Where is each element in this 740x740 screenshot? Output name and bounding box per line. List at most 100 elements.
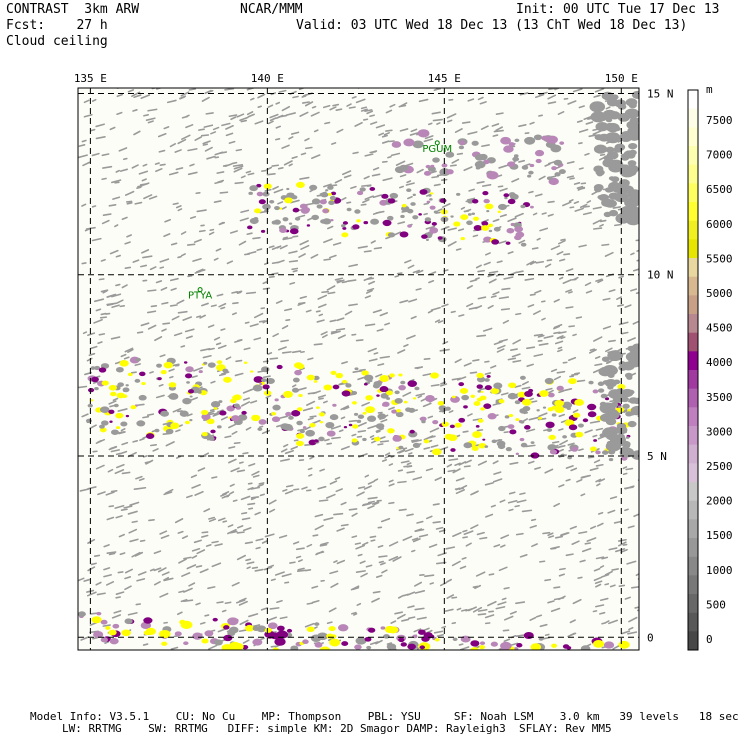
cloud-streak (242, 452, 249, 455)
cloud-streak (127, 348, 134, 354)
cloud-streak (454, 487, 464, 490)
cloud-cell (629, 192, 639, 201)
cloud-streak (190, 474, 198, 479)
cloud-streak (372, 194, 383, 199)
cloud-cell (587, 411, 597, 418)
cloud-streak (124, 576, 132, 580)
cloud-streak (402, 447, 408, 450)
cloud-cell (451, 395, 456, 399)
cloud-streak (487, 600, 497, 607)
cloud-cell (326, 633, 334, 639)
cloud-cell (608, 162, 623, 173)
cloud-streak (493, 544, 501, 548)
cloud-streak (565, 268, 574, 272)
cloud-streak (89, 345, 98, 350)
cloud-streak (363, 250, 372, 253)
cloud-streak (117, 408, 128, 412)
cloud-streak (624, 304, 632, 309)
cloud-streak (526, 363, 534, 367)
cloud-streak (295, 555, 302, 559)
cloud-streak (259, 493, 265, 497)
cloud-streak (210, 304, 217, 308)
latitude-labels: 15 N10 N5 N0 (647, 87, 674, 644)
cloud-streak (589, 467, 599, 471)
cloud-cell (93, 630, 104, 639)
cloud-streak (236, 113, 245, 118)
cloud-streak (103, 567, 111, 571)
cloud-streak (238, 629, 248, 633)
cloud-streak (355, 98, 366, 104)
cloud-streak (586, 200, 592, 204)
cloud-cell (356, 190, 364, 196)
cloud-streak (562, 201, 572, 207)
cloud-cell (232, 642, 244, 650)
cloud-streak (269, 357, 279, 360)
cloud-streak (177, 410, 183, 413)
cloud-streak (321, 290, 329, 294)
cloud-streak (499, 187, 508, 192)
station-label: PTYA (188, 291, 212, 302)
cloud-cell (546, 176, 553, 181)
cloud-cell (426, 200, 431, 204)
cloud-streak (256, 248, 263, 251)
cloud-streak (576, 185, 584, 189)
cloud-cell (508, 142, 515, 147)
cloud-streak (83, 99, 90, 104)
cloud-streak (594, 580, 603, 585)
cloud-cell (405, 407, 412, 412)
cloud-streak (333, 512, 344, 516)
cloud-cell (244, 625, 255, 632)
cloud-streak (290, 199, 300, 204)
cloud-cell (533, 134, 543, 141)
cloud-streak (557, 346, 563, 350)
cloud-cell (296, 433, 305, 439)
cloud-cell (320, 192, 329, 198)
cloud-streak (134, 551, 144, 557)
cloud-cell (587, 403, 597, 411)
cloud-streak (367, 424, 378, 430)
cloud-streak (410, 315, 417, 320)
cloud-streak (544, 578, 552, 582)
cloud-streak (229, 491, 235, 495)
cloud-streak (558, 413, 566, 418)
cloud-streak (299, 367, 305, 371)
cloud-streak (246, 88, 255, 91)
cloud-streak (244, 253, 251, 256)
cloud-cell (305, 429, 315, 437)
cloud-streak (213, 200, 222, 203)
cloud-cell (292, 207, 300, 213)
latitude-label: 0 (647, 631, 654, 644)
cloud-streak (477, 613, 487, 616)
cloud-cell (531, 653, 538, 658)
cloud-cell (341, 390, 351, 397)
cloud-streak (269, 607, 280, 610)
cloud-streak (261, 540, 268, 544)
cloud-streak (601, 573, 610, 578)
cloud-streak (300, 244, 310, 250)
cloud-streak (545, 387, 553, 391)
cloud-cell (285, 411, 292, 417)
cloud-streak (186, 413, 193, 417)
cloud-cell (470, 647, 480, 650)
cloud-streak (314, 513, 324, 518)
cloud-cell (548, 657, 555, 662)
cloud-cell (514, 226, 524, 233)
cloud-streak (121, 284, 128, 289)
cloud-cell (328, 626, 336, 632)
cloud-streak (97, 341, 103, 345)
cloud-streak (356, 602, 362, 606)
cloud-streak (357, 245, 368, 249)
cloud-cell (165, 428, 174, 435)
cloud-streak (558, 595, 566, 601)
cloud-cell (398, 637, 405, 643)
cloud-cell (115, 366, 124, 373)
cloud-streak (83, 113, 93, 118)
cloud-streak (495, 112, 504, 115)
cloud-streak (500, 534, 510, 540)
cloud-streak (217, 517, 226, 522)
cloud-streak (233, 441, 241, 445)
cloud-streak (198, 128, 205, 131)
cloud-streak (132, 109, 138, 112)
colorbar-segment (688, 407, 698, 427)
cloud-streak (153, 550, 162, 555)
